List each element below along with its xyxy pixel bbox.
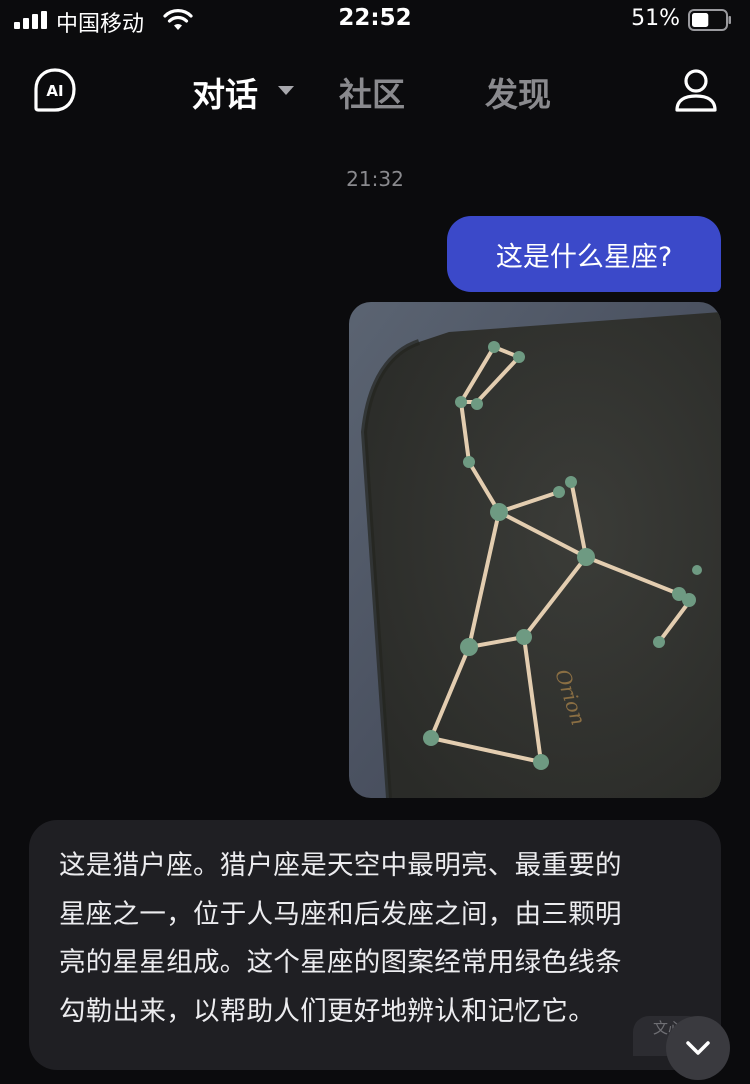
wifi-icon bbox=[163, 9, 193, 30]
cellular-signal-icon bbox=[14, 11, 48, 29]
scroll-down-button[interactable] bbox=[666, 1016, 730, 1080]
ai-response-line: 这是猎户座。猎户座是天空中最明亮、最重要的 bbox=[59, 850, 622, 881]
ai-response-line: 勾勒出来，以帮助人们更好地辨认和记忆它。 bbox=[59, 995, 595, 1027]
message-timestamp: 21:32 bbox=[346, 167, 404, 191]
user-message-bubble: 这是什么星座? bbox=[447, 216, 721, 292]
tab-chat[interactable]: 对话 bbox=[192, 75, 258, 114]
status-time: 22:52 bbox=[338, 5, 412, 31]
chevron-down-icon bbox=[686, 1041, 710, 1055]
constellation-photo[interactable]: Orion bbox=[349, 302, 721, 798]
ai-response-bubble: 这是猎户座。猎户座是天空中最明亮、最重要的 星座之一，位于人马座和后发座之间，由… bbox=[29, 820, 721, 1070]
ai-response-line: 亮的星星组成。这个星座的图案经常用绿色线条 bbox=[59, 947, 622, 978]
status-bar: 中国移动 22:52 51% bbox=[0, 0, 750, 44]
tab-community[interactable]: 社区 bbox=[339, 75, 405, 114]
battery-percent: 51% bbox=[631, 6, 680, 31]
profile-icon[interactable] bbox=[672, 66, 720, 114]
orion-shirt-image: Orion bbox=[349, 302, 721, 798]
ai-logo-icon[interactable]: AI bbox=[32, 67, 78, 113]
ai-response-line: 星座之一，位于人马座和后发座之间，由三颗明 bbox=[59, 898, 622, 930]
battery-icon bbox=[688, 9, 731, 31]
ai-logo-text: AI bbox=[46, 82, 63, 100]
carrier-name: 中国移动 bbox=[56, 12, 145, 37]
tab-discover[interactable]: 发现 bbox=[485, 75, 551, 114]
top-nav: AI 对话 社区 发现 bbox=[0, 60, 750, 120]
chevron-down-icon[interactable] bbox=[278, 86, 294, 95]
